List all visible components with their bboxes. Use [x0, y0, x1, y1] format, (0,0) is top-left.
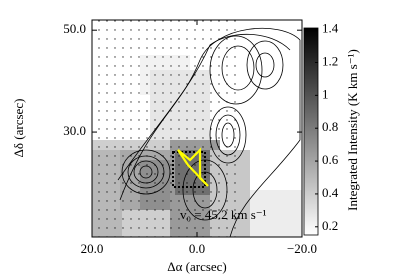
x-tick-label: 0.0 — [189, 241, 205, 256]
intensity-map — [92, 20, 302, 237]
colorbar-tick-label: 1.2 — [322, 53, 338, 68]
x-tick-label: 20.0 — [81, 241, 104, 256]
colorbar-tick-label: 0.4 — [322, 185, 339, 200]
colorbar-tick-label: 0.2 — [322, 218, 338, 233]
x-axis-label: Δα (arcsec) — [167, 259, 227, 274]
colorbar — [303, 27, 319, 236]
colorbar-tick-label: 1.4 — [322, 21, 339, 36]
y-tick-label: 30.0 — [63, 123, 86, 138]
colorbar-tick-label: 1 — [322, 86, 329, 101]
y-axis-label: Δδ (arcsec) — [11, 99, 26, 158]
y-tick-label: 50.0 — [63, 21, 86, 36]
x-tick-label: −20.0 — [287, 241, 317, 256]
colorbar-tick-label: 0.8 — [322, 119, 338, 134]
colorbar-label: Integrated Intensity (K km s⁻¹) — [345, 49, 360, 211]
colorbar-tick-label: 0.6 — [322, 152, 339, 167]
annotation: v₀ = 45.2 km s⁻¹ — [180, 207, 267, 222]
